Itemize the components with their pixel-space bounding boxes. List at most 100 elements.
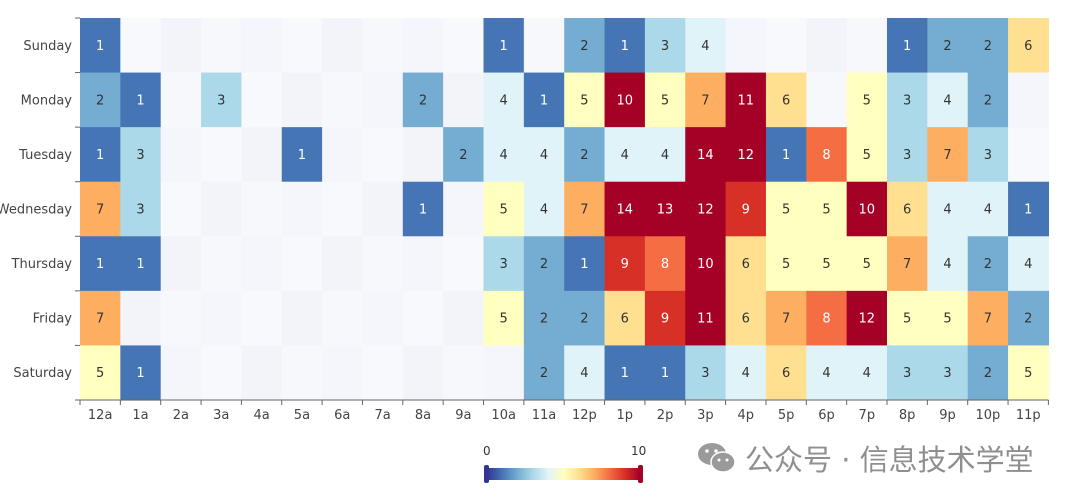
heatmap-cell[interactable] bbox=[806, 127, 848, 183]
heatmap-cell[interactable] bbox=[483, 181, 525, 237]
heatmap-cell[interactable] bbox=[765, 345, 807, 401]
heatmap-cell[interactable] bbox=[604, 181, 646, 237]
heatmap-cell[interactable] bbox=[362, 127, 404, 183]
heatmap-cell[interactable] bbox=[322, 18, 364, 74]
heatmap-cell[interactable] bbox=[1008, 236, 1049, 292]
heatmap-cell[interactable] bbox=[483, 290, 525, 347]
heatmap-cell[interactable] bbox=[80, 290, 121, 347]
heatmap-cell[interactable] bbox=[564, 127, 606, 183]
heatmap-cell[interactable] bbox=[685, 18, 727, 74]
heatmap-cell[interactable] bbox=[806, 72, 848, 128]
heatmap-cell[interactable] bbox=[201, 72, 242, 128]
heatmap-cell[interactable] bbox=[483, 236, 525, 292]
heatmap-cell[interactable] bbox=[685, 345, 727, 401]
heatmap-cell[interactable] bbox=[564, 181, 606, 237]
heatmap-cell[interactable] bbox=[685, 236, 727, 292]
heatmap-cell[interactable] bbox=[160, 72, 202, 128]
heatmap-cell[interactable] bbox=[201, 181, 242, 237]
heatmap-cell[interactable] bbox=[443, 290, 485, 347]
heatmap-cell[interactable] bbox=[846, 18, 888, 74]
heatmap-cell[interactable] bbox=[241, 127, 283, 183]
heatmap-cell[interactable] bbox=[644, 18, 686, 74]
colorbar-max-handle[interactable] bbox=[638, 465, 643, 483]
heatmap-cell[interactable] bbox=[160, 290, 202, 347]
heatmap-cell[interactable] bbox=[725, 181, 767, 237]
heatmap-cell[interactable] bbox=[443, 72, 485, 128]
heatmap-cell[interactable] bbox=[362, 18, 404, 74]
heatmap-cell[interactable] bbox=[120, 181, 162, 237]
heatmap-cell[interactable] bbox=[806, 345, 848, 401]
heatmap-cell[interactable] bbox=[281, 181, 323, 237]
heatmap-cell[interactable] bbox=[1008, 18, 1049, 74]
heatmap-cell[interactable] bbox=[887, 72, 928, 128]
heatmap-cell[interactable] bbox=[362, 290, 404, 347]
heatmap-cell[interactable] bbox=[443, 18, 485, 74]
heatmap-cell[interactable] bbox=[80, 345, 121, 401]
heatmap-cell[interactable] bbox=[927, 18, 969, 74]
heatmap-cell[interactable] bbox=[160, 345, 202, 401]
heatmap-cell[interactable] bbox=[201, 236, 242, 292]
heatmap-cell[interactable] bbox=[1008, 72, 1049, 128]
heatmap-cell[interactable] bbox=[846, 290, 888, 347]
heatmap-cell[interactable] bbox=[160, 127, 202, 183]
heatmap-cell[interactable] bbox=[402, 72, 444, 128]
heatmap-cell[interactable] bbox=[402, 127, 444, 183]
heatmap-cell[interactable] bbox=[80, 127, 121, 183]
heatmap-cell[interactable] bbox=[1008, 181, 1049, 237]
heatmap-cell[interactable] bbox=[846, 345, 888, 401]
heatmap-cell[interactable] bbox=[201, 127, 242, 183]
heatmap-cell[interactable] bbox=[402, 236, 444, 292]
heatmap-cell[interactable] bbox=[725, 290, 767, 347]
heatmap-cell[interactable] bbox=[967, 127, 1009, 183]
heatmap-cell[interactable] bbox=[241, 72, 283, 128]
heatmap-cell[interactable] bbox=[564, 345, 606, 401]
heatmap-cell[interactable] bbox=[120, 345, 162, 401]
heatmap-cell[interactable] bbox=[725, 18, 767, 74]
heatmap-cell[interactable] bbox=[80, 72, 121, 128]
heatmap-cell[interactable] bbox=[1008, 127, 1049, 183]
heatmap-cell[interactable] bbox=[402, 290, 444, 347]
heatmap-cell[interactable] bbox=[402, 181, 444, 237]
heatmap-cell[interactable] bbox=[846, 181, 888, 237]
heatmap-cell[interactable] bbox=[362, 72, 404, 128]
heatmap-cell[interactable] bbox=[362, 345, 404, 401]
heatmap-cell[interactable] bbox=[887, 345, 928, 401]
heatmap-cell[interactable] bbox=[765, 290, 807, 347]
heatmap-cell[interactable] bbox=[927, 72, 969, 128]
heatmap-cell[interactable] bbox=[806, 236, 848, 292]
heatmap-cell[interactable] bbox=[160, 18, 202, 74]
heatmap-cell[interactable] bbox=[644, 290, 686, 347]
heatmap-cell[interactable] bbox=[564, 72, 606, 128]
heatmap-cell[interactable] bbox=[322, 72, 364, 128]
heatmap-cell[interactable] bbox=[806, 18, 848, 74]
heatmap-cell[interactable] bbox=[644, 236, 686, 292]
heatmap-cell[interactable] bbox=[523, 72, 565, 128]
heatmap-cell[interactable] bbox=[887, 181, 928, 237]
heatmap-cell[interactable] bbox=[483, 72, 525, 128]
heatmap-cell[interactable] bbox=[806, 181, 848, 237]
heatmap-cell[interactable] bbox=[362, 236, 404, 292]
heatmap-cell[interactable] bbox=[604, 127, 646, 183]
heatmap-cell[interactable] bbox=[806, 290, 848, 347]
heatmap-cell[interactable] bbox=[483, 18, 525, 74]
heatmap-cell[interactable] bbox=[846, 236, 888, 292]
heatmap-cell[interactable] bbox=[322, 127, 364, 183]
heatmap-cell[interactable] bbox=[685, 290, 727, 347]
heatmap-cell[interactable] bbox=[765, 181, 807, 237]
heatmap-cell[interactable] bbox=[281, 18, 323, 74]
heatmap-cell[interactable] bbox=[887, 18, 928, 74]
heatmap-cell[interactable] bbox=[846, 127, 888, 183]
heatmap-cell[interactable] bbox=[725, 236, 767, 292]
heatmap-cell[interactable] bbox=[281, 290, 323, 347]
heatmap-cell[interactable] bbox=[846, 72, 888, 128]
heatmap-cell[interactable] bbox=[564, 290, 606, 347]
heatmap-cell[interactable] bbox=[604, 290, 646, 347]
heatmap-cell[interactable] bbox=[322, 345, 364, 401]
heatmap-cell[interactable] bbox=[644, 181, 686, 237]
heatmap-cell[interactable] bbox=[322, 181, 364, 237]
heatmap-cell[interactable] bbox=[443, 236, 485, 292]
heatmap-cell[interactable] bbox=[685, 72, 727, 128]
heatmap-cell[interactable] bbox=[402, 345, 444, 401]
heatmap-cell[interactable] bbox=[564, 236, 606, 292]
heatmap-cell[interactable] bbox=[80, 181, 121, 237]
